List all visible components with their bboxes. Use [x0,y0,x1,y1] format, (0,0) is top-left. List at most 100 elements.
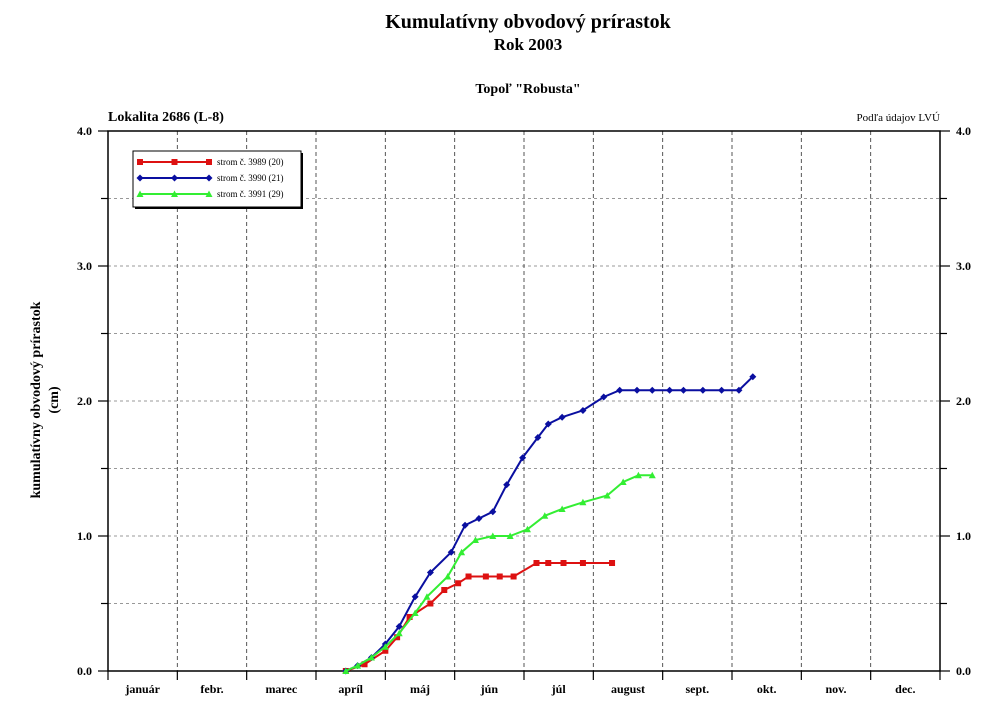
x-tick-label: sept. [685,682,709,696]
species-label: Topoľ "Robusta" [475,82,580,97]
data-point-square [361,661,368,668]
data-point-diamond [447,548,455,556]
data-point-square [455,580,462,587]
data-point-triangle [619,478,627,485]
data-point-triangle [354,662,362,669]
legend-label: strom č. 3991 (29) [217,189,284,199]
y-tick-label-left: 1.0 [77,529,92,543]
data-point-diamond [171,174,178,182]
data-point-triangle [411,609,419,616]
legend-shadow [135,207,303,209]
data-point-square [496,573,503,580]
data-point-diamond [489,508,497,516]
data-point-diamond [475,514,483,522]
data-point-diamond [648,386,656,394]
data-point-triangle [489,532,497,539]
axis-tick-labels: 0.0 0.0 1.0 1.0 2.0 2.0 3.0 3.0 4.0 4.0 január febr… [77,124,971,696]
data-point-diamond [426,568,434,576]
data-point-triangle [506,532,514,539]
axis-ticks [98,130,950,680]
x-tick-label: dec. [895,682,915,696]
data-point-diamond [600,393,608,401]
data-point-square [382,647,389,654]
x-tick-label: júl [551,682,567,696]
y-tick-label-left: 3.0 [77,259,92,273]
data-point-triangle [471,536,479,544]
data-point-triangle [136,190,144,197]
x-tick-label: máj [410,682,430,696]
data-point-square [441,587,448,593]
data-point-triangle [541,512,549,519]
data-point-diamond [544,420,552,428]
data-point-triangle [648,471,656,479]
data-point-diamond [205,174,213,182]
data-point-triangle [444,573,452,580]
data-point-diamond [558,413,566,421]
x-tick-label: okt. [757,682,777,696]
y-tick-label-right: 2.0 [956,394,971,408]
y-axis-label-line-2: (cm) [47,386,62,414]
y-tick-label-left: 0.0 [77,664,92,678]
y-tick-label-right: 4.0 [956,124,971,138]
data-point-square [533,560,540,566]
x-tick-label: jún [480,682,499,696]
data-point-square [465,573,472,580]
data-point-square [406,614,413,620]
data-point-triangle [205,190,213,197]
data-point-diamond [735,386,743,394]
grid-lines [108,131,940,671]
x-tick-label: nov. [825,682,846,696]
y-tick-label-right: 1.0 [956,529,971,543]
data-point-square [579,560,586,566]
source-note: Podľa údajov LVÚ [856,112,940,124]
data-point-diamond [503,481,511,489]
data-point-triangle [603,492,611,499]
data-point-diamond [136,174,144,182]
data-point-square [482,573,489,580]
legend-shadow [301,153,303,209]
data-point-diamond [534,433,542,441]
y-tick-label-left: 2.0 [77,394,92,408]
data-point-diamond [519,454,527,462]
location-label: Lokalita 2686 (L-8) [108,110,224,125]
data-point-diamond [633,386,641,394]
series-group [342,373,757,675]
x-tick-label: marec [265,682,297,696]
data-point-square [137,159,143,165]
data-point-square [609,560,616,566]
data-point-square [545,560,552,566]
data-point-triangle [523,525,531,533]
chart-subtitle: Rok 2003 [494,35,562,54]
data-point-diamond [699,386,707,394]
data-point-triangle [558,505,566,512]
legend: strom č. 3989 (20) strom č. 3990 (21) stro… [132,150,303,209]
data-point-square [560,560,567,566]
data-point-diamond [395,622,403,630]
data-point-square [206,159,212,165]
data-point-diamond [461,521,469,529]
data-point-triangle [423,593,431,600]
data-point-diamond [749,373,757,381]
data-series [342,373,757,675]
series-group [342,471,656,674]
data-point-triangle [381,643,389,650]
data-point-diamond [679,386,687,394]
data-point-diamond [718,386,726,394]
data-point-square [510,573,517,580]
x-tick-label: august [611,682,645,696]
data-point-triangle [634,471,642,479]
data-point-triangle [579,498,587,506]
legend-label: strom č. 3990 (21) [217,173,284,183]
data-point-diamond [411,593,419,601]
data-point-square [171,159,178,165]
x-tick-label: febr. [200,682,223,696]
series-group [342,560,616,674]
y-tick-label-left: 4.0 [77,124,92,138]
data-point-diamond [616,386,624,394]
data-point-diamond [666,386,674,394]
legend-label: strom č. 3989 (20) [217,157,284,167]
data-point-triangle [171,190,178,197]
y-axis-label-line-1: kumulatívny obvodový prírastok [29,301,44,498]
x-tick-label: apríl [338,682,363,696]
